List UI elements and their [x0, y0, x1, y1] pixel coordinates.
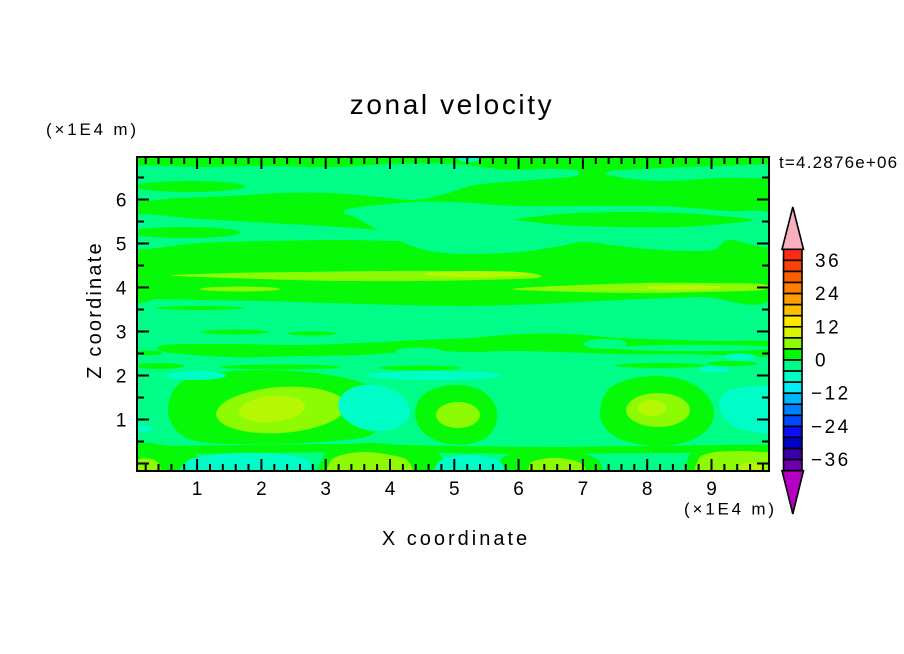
svg-text:X coordinate: X coordinate: [382, 528, 530, 550]
svg-text:8: 8: [642, 479, 653, 500]
svg-text:2: 2: [116, 367, 127, 388]
svg-text:−24: −24: [811, 417, 851, 438]
svg-text:0: 0: [815, 351, 828, 372]
svg-text:6: 6: [116, 191, 127, 212]
svg-text:−12: −12: [811, 384, 851, 405]
svg-text:2: 2: [256, 479, 267, 500]
svg-text:−36: −36: [811, 450, 851, 471]
svg-text:5: 5: [449, 479, 460, 500]
svg-text:3: 3: [320, 479, 331, 500]
svg-text:7: 7: [578, 479, 589, 500]
svg-text:12: 12: [815, 317, 841, 338]
svg-text:Z coordinate: Z coordinate: [84, 241, 106, 379]
svg-text:(×1E4 m): (×1E4 m): [46, 120, 139, 139]
svg-text:36: 36: [815, 251, 841, 272]
svg-text:9: 9: [706, 479, 717, 500]
svg-text:(×1E4 m): (×1E4 m): [684, 500, 777, 519]
svg-text:6: 6: [513, 479, 524, 500]
svg-text:24: 24: [815, 284, 841, 305]
svg-text:4: 4: [385, 479, 396, 500]
svg-text:3: 3: [116, 323, 127, 344]
svg-text:1: 1: [192, 479, 203, 500]
svg-text:5: 5: [116, 235, 127, 256]
svg-text:4: 4: [116, 279, 127, 300]
svg-text:zonal velocity: zonal velocity: [350, 89, 554, 120]
svg-text:t=4.2876e+06: t=4.2876e+06: [779, 153, 898, 172]
svg-text:1: 1: [116, 411, 127, 432]
